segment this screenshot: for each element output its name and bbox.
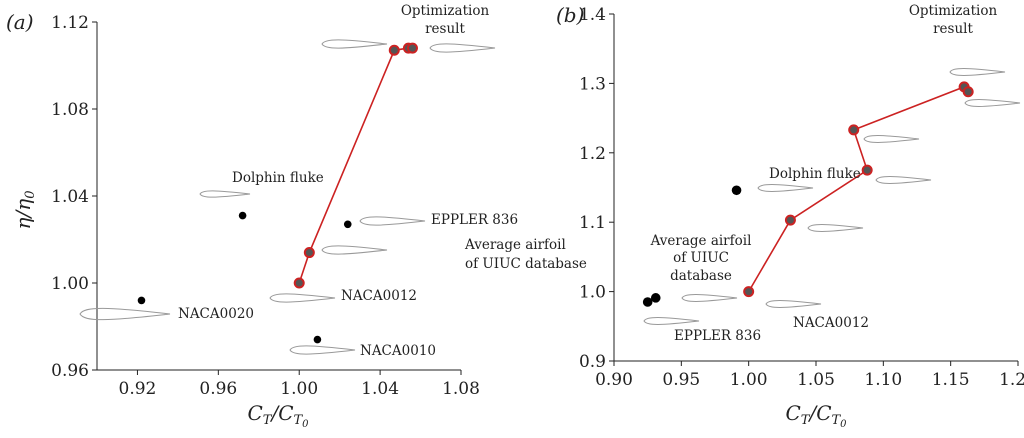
data-point	[313, 335, 322, 344]
airfoil-shape-icon	[765, 300, 822, 308]
x-tick-label: 1.15	[932, 370, 970, 390]
airfoil-shape-icon	[643, 317, 700, 325]
y-axis-title: η/η0	[11, 191, 38, 230]
airfoil-shape-icon	[289, 345, 356, 355]
x-tick-label: 0.90	[595, 370, 633, 390]
y-tick-label: 1.3	[579, 74, 606, 94]
annotation-eppler: EPPLER 836	[674, 328, 761, 344]
x-axis-title-part: T	[263, 413, 273, 428]
x-axis-title: CT/CT0	[247, 401, 309, 430]
optimization-path-line	[298, 47, 413, 284]
panel-label: (a)	[6, 10, 34, 34]
data-point	[137, 296, 146, 305]
x-tick-label: 1.05	[797, 370, 835, 390]
annotation-average: of UIUC	[673, 250, 729, 266]
y-tick-label: 1.00	[51, 274, 89, 294]
y-tick-label: 0.9	[579, 352, 606, 372]
y-axis-title-part: 0	[23, 191, 38, 199]
data-point	[238, 211, 247, 220]
x-tick-label: 1.04	[361, 379, 399, 399]
x-tick-label: 1.10	[864, 370, 902, 390]
annotation-average: of UIUC database	[465, 256, 587, 272]
annotation-optimization: Optimization	[909, 3, 998, 19]
y-tick-label: 0.96	[51, 361, 89, 381]
x-axis-title-part: C	[816, 401, 831, 425]
x-axis-title-part: T	[801, 413, 811, 428]
y-tick-label: 1.08	[51, 100, 89, 120]
airfoil-shape-icon	[757, 184, 814, 192]
airfoil-shape-icon	[949, 68, 1006, 76]
x-tick-label: 1.00	[280, 379, 318, 399]
y-axis-title-part: /	[11, 209, 35, 220]
annotation-optimization: result	[933, 21, 973, 37]
x-tick-label: 0.92	[119, 379, 157, 399]
optimization-point	[962, 86, 974, 98]
airfoil-shape-icon	[79, 307, 171, 321]
y-tick-label: 1.1	[579, 213, 606, 233]
chart-panel-a: 0.92 0.96 1.00 1.04 1.08 0.96 1.00 1.04 1.08 1.12…	[6, 3, 587, 430]
annotation-dolphin: Dolphin fluke	[769, 166, 861, 182]
airfoil-shape-icon	[863, 135, 920, 143]
x-axis-title-part: /	[269, 401, 280, 425]
optimization-point	[303, 247, 315, 259]
airfoil-shape-icon	[321, 39, 388, 49]
data-point	[343, 220, 352, 229]
data-point	[642, 297, 653, 307]
x-tick-label: 0.95	[662, 370, 700, 390]
chart-panel-b: 0.900.951.001.051.101.151.200.91.01.11.2…	[556, 3, 1024, 430]
optimization-point	[743, 286, 755, 298]
x-axis-title-part: T	[832, 413, 842, 428]
airfoil-shape-icon	[359, 216, 426, 226]
airfoil-shape-icon	[429, 43, 496, 53]
annotation-average: Average airfoil	[464, 237, 566, 253]
annotation-eppler: EPPLER 836	[431, 212, 518, 228]
annotation-average: database	[670, 268, 732, 284]
data-point	[650, 293, 661, 303]
x-axis-title-part: C	[278, 401, 293, 425]
annotation-optimization: Optimization	[401, 3, 490, 19]
y-tick-label: 1.2	[579, 144, 606, 164]
y-tick-label: 1.0	[579, 283, 606, 303]
y-axis-title-part: η	[11, 199, 35, 211]
x-axis-title-part: C	[247, 401, 262, 425]
airfoil-shape-icon	[807, 224, 864, 232]
airfoil-shape-icon	[681, 294, 738, 302]
data-point	[731, 185, 742, 196]
y-tick-label: 1.04	[51, 187, 89, 207]
optimization-point	[406, 42, 418, 54]
x-tick-label: 1.00	[730, 370, 768, 390]
y-tick-label: 1.12	[51, 13, 89, 33]
panel-label: (b)	[556, 3, 584, 27]
x-tick-label: 0.96	[199, 379, 237, 399]
annotation-naca0012: NACA0012	[341, 288, 417, 304]
annotation-naca0010: NACA0010	[360, 343, 436, 359]
x-axis-title: CT/CT0	[785, 401, 847, 430]
optimization-path-line	[747, 85, 969, 293]
x-axis-title-part: C	[785, 401, 800, 425]
optimization-point	[784, 214, 796, 226]
x-axis-title-part: 0	[302, 419, 309, 430]
x-axis-title-part: /	[807, 401, 818, 425]
airfoil-shape-icon	[875, 176, 932, 184]
optimization-point	[861, 164, 873, 176]
x-tick-label: 1.20	[999, 370, 1024, 390]
y-axis-title-part: η	[11, 218, 35, 230]
optimization-point	[388, 44, 400, 56]
y-tick-label: 1.4	[579, 5, 606, 25]
annotation-optimization: result	[425, 21, 465, 37]
x-axis-title-part: 0	[840, 419, 847, 430]
optimization-point	[293, 277, 305, 289]
annotation-average: Average airfoil	[650, 233, 752, 249]
annotation-naca0012: NACA0012	[793, 315, 869, 331]
airfoil-shape-icon	[199, 190, 251, 198]
x-tick-label: 1.08	[442, 379, 480, 399]
optimization-point	[848, 124, 860, 136]
airfoil-shape-icon	[964, 99, 1021, 107]
airfoil-shape-icon	[321, 245, 388, 255]
airfoil-shape-icon	[269, 293, 336, 303]
annotation-dolphin: Dolphin fluke	[232, 170, 324, 186]
x-axis-title-part: T	[294, 413, 304, 428]
annotation-naca0020: NACA0020	[178, 306, 254, 322]
